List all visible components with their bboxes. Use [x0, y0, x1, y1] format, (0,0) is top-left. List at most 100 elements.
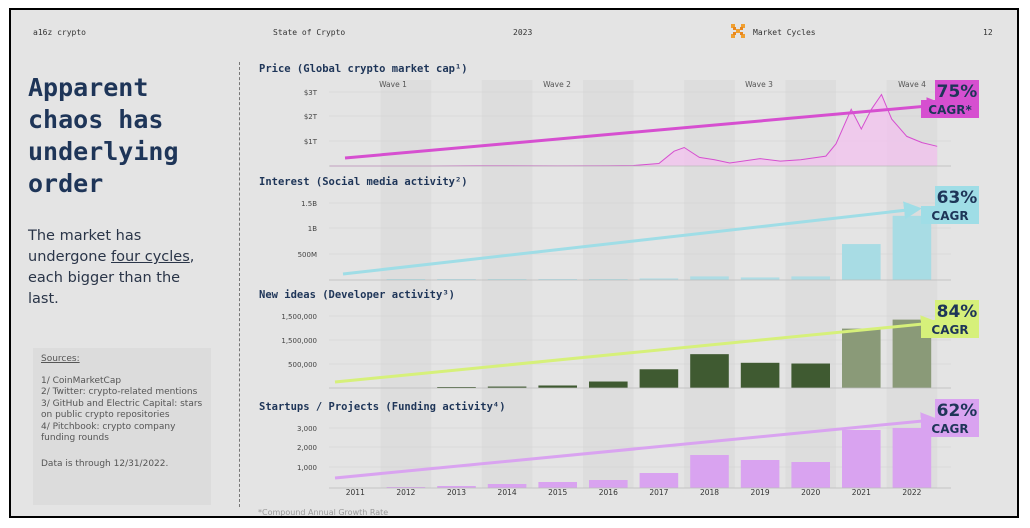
bar [740, 277, 780, 280]
bar [437, 387, 476, 388]
cagr-highlight [921, 100, 979, 118]
y-tick-label: $2T [304, 113, 318, 121]
bar [639, 278, 679, 280]
divider [239, 62, 240, 507]
source-item: 2/ Twitter: crypto-related mentions [41, 387, 198, 397]
wave-label: Wave 2 [543, 80, 571, 89]
sources-title: Sources: [41, 354, 80, 364]
bar [740, 460, 780, 488]
cagr-highlight [921, 320, 979, 338]
column-shade [583, 80, 634, 488]
y-tick-label: 2,000 [297, 444, 317, 452]
cagr-value: 75% [937, 82, 978, 102]
bar [791, 276, 830, 280]
data-note: Data is through 12/31/2022. [41, 458, 169, 469]
x-tick-label: 2020 [801, 488, 820, 497]
bar [690, 276, 729, 280]
x-tick-label: 2021 [852, 488, 871, 497]
cagr-label: CAGR [931, 323, 968, 337]
x-tick-label: 2013 [447, 488, 466, 497]
body-text: The market has undergone four cycles, ea… [28, 226, 213, 310]
cagr-value: 84% [937, 302, 978, 322]
column-shade [481, 80, 533, 488]
trend-arrow [342, 201, 922, 276]
column-shade [785, 80, 836, 488]
cagr-highlight [921, 419, 979, 437]
bar [538, 482, 577, 488]
x-tick-label: 2022 [902, 488, 921, 497]
bar [386, 279, 426, 280]
y-tick-label: $1T [304, 138, 318, 146]
page-number: 12 [983, 28, 993, 37]
bar [487, 279, 527, 280]
bar [437, 486, 476, 488]
report-year: 2023 [513, 28, 533, 37]
slide: a16z crypto State of Crypto 2023 Market … [9, 8, 1019, 518]
chart-title: Price (Global crypto market cap¹) [259, 63, 468, 75]
cagr-highlight [935, 186, 979, 206]
y-tick-label: 1.5B [301, 200, 317, 208]
bar [690, 455, 729, 488]
price-area [330, 94, 938, 166]
chart-title: Startups / Projects (Funding activity⁴) [259, 401, 506, 413]
x-tick-label: 2016 [599, 488, 618, 497]
wave-label: Wave 4 [898, 80, 926, 89]
market-cycles-icon [731, 24, 745, 38]
column-shade [684, 80, 735, 488]
y-tick-label: 1,000 [297, 464, 317, 472]
section-label: Market Cycles [753, 28, 816, 37]
bar [690, 354, 729, 388]
x-tick-label: 2019 [751, 488, 770, 497]
y-tick-label: $3T [304, 89, 318, 97]
bar [842, 244, 881, 280]
y-tick-label: 1,500,000 [281, 313, 317, 321]
y-tick-label: 3,000 [297, 425, 317, 433]
body-pre: The market has undergone [28, 228, 142, 265]
bar [791, 363, 830, 388]
charts-panel: Price (Global crypto market cap¹) $1T $2T $… [259, 63, 979, 497]
trend-arrow [334, 315, 939, 384]
bar [892, 428, 932, 488]
cagr-value: 62% [937, 401, 978, 421]
bar [487, 484, 527, 488]
headline: Apparent chaos has underlying order [28, 73, 179, 198]
y-tick-label: 500,000 [288, 361, 317, 369]
trend-arrow [344, 97, 945, 160]
footnote: *Compound Annual Growth Rate [258, 508, 389, 517]
bar [589, 480, 628, 488]
wave-label: Wave 1 [379, 80, 407, 89]
bar [639, 473, 679, 488]
x-tick-label: 2015 [548, 488, 567, 497]
brand-label: a16z crypto [33, 28, 86, 37]
cagr-value: 63% [937, 188, 978, 208]
bar [740, 362, 780, 388]
four-cycles-link[interactable]: four cycles [111, 249, 190, 265]
cagr-highlight [935, 399, 979, 419]
source-item: 3/ GitHub and Electric Capital: stars on… [41, 398, 203, 421]
bar [842, 328, 881, 388]
report-title: State of Crypto [273, 28, 346, 37]
body-post: , each bigger than the last. [28, 249, 195, 307]
cagr-highlight [921, 206, 979, 224]
bar [437, 279, 476, 280]
cagr-label: CAGR* [928, 103, 972, 117]
column-shade [380, 80, 432, 488]
bar [892, 215, 932, 280]
wave-label: Wave 3 [745, 80, 773, 89]
x-tick-label: 2017 [649, 488, 668, 497]
x-tick-label: 2011 [346, 488, 365, 497]
bar [639, 369, 679, 388]
cagr-label: CAGR [931, 209, 968, 223]
trend-arrow [334, 412, 939, 480]
chart-title: New ideas (Developer activity³) [259, 289, 455, 301]
x-tick-label: 2014 [498, 488, 517, 497]
cagr-label: CAGR [931, 422, 968, 436]
bar [538, 385, 577, 388]
bar [538, 279, 577, 280]
bar [791, 462, 830, 488]
cagr-highlight [935, 80, 979, 100]
bar [487, 386, 527, 388]
bar [386, 487, 426, 488]
y-tick-label: 500M [298, 251, 317, 259]
bar [589, 279, 628, 280]
